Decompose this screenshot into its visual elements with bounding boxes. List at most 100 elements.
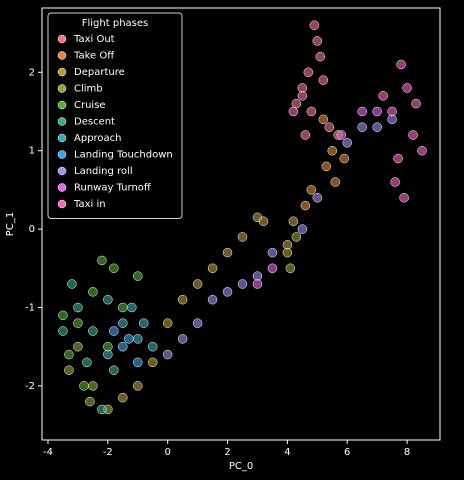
- point: [177, 294, 188, 305]
- point: [222, 287, 233, 297]
- point: [282, 247, 293, 258]
- legend-title: Flight phases: [82, 18, 148, 29]
- point: [330, 177, 341, 187]
- y-tick-label: -1: [25, 302, 35, 313]
- point: [396, 59, 406, 70]
- point: [306, 106, 317, 117]
- x-axis-label: PC_0: [229, 461, 253, 472]
- point: [73, 341, 83, 352]
- x-tick-label: -4: [43, 447, 53, 458]
- point: [324, 122, 335, 132]
- point: [207, 294, 218, 305]
- x-tick-label: -2: [103, 447, 113, 458]
- point: [67, 279, 77, 289]
- legend-marker: [57, 199, 67, 209]
- point: [252, 279, 263, 289]
- point: [285, 263, 296, 274]
- point: [85, 396, 95, 407]
- point: [192, 279, 203, 289]
- point: [417, 145, 427, 156]
- point: [288, 216, 299, 227]
- point: [297, 224, 308, 234]
- legend-marker: [57, 34, 67, 44]
- point: [97, 404, 107, 415]
- point: [321, 161, 332, 172]
- legend-marker: [57, 166, 67, 176]
- point: [318, 114, 329, 125]
- point: [162, 318, 173, 328]
- point: [387, 106, 397, 117]
- point: [73, 302, 83, 313]
- y-tick-label: 0: [29, 224, 35, 235]
- point: [82, 357, 92, 368]
- point: [133, 334, 143, 344]
- point: [390, 177, 400, 187]
- point: [288, 106, 299, 117]
- point: [147, 357, 158, 368]
- point: [372, 122, 382, 132]
- y-tick-label: 2: [29, 67, 35, 78]
- point: [237, 279, 248, 289]
- x-tick-label: 0: [164, 447, 170, 458]
- point: [133, 357, 143, 368]
- y-axis-label: PC_1: [5, 212, 16, 236]
- x-tick-label: 8: [404, 447, 410, 458]
- legend-marker: [57, 51, 67, 60]
- point: [192, 318, 203, 328]
- point: [103, 294, 113, 305]
- point: [88, 326, 98, 336]
- legend-label: Runway Turnoff: [74, 183, 152, 194]
- legend-label: Climb: [74, 84, 103, 95]
- point: [408, 130, 418, 140]
- point: [300, 130, 311, 140]
- point: [103, 349, 113, 360]
- point: [124, 334, 134, 344]
- point: [297, 91, 308, 101]
- legend-label: Taxi in: [73, 199, 106, 210]
- point: [339, 153, 349, 164]
- point: [207, 263, 218, 274]
- point: [118, 341, 128, 352]
- point: [88, 287, 98, 297]
- y-tick-label: -2: [25, 381, 35, 392]
- legend-label: Approach: [74, 133, 122, 144]
- legend-marker: [57, 100, 67, 110]
- legend-label: Descent: [74, 117, 115, 128]
- point: [303, 67, 314, 78]
- point: [318, 75, 329, 85]
- legend-label: Landing Touchdown: [74, 150, 173, 161]
- legend-marker: [57, 183, 67, 192]
- point: [138, 318, 149, 328]
- point: [73, 318, 83, 328]
- legend-frame: [47, 12, 183, 219]
- point: [393, 153, 403, 164]
- point: [357, 106, 367, 117]
- legend-label: Taxi Out: [73, 34, 115, 45]
- point: [402, 83, 412, 93]
- point: [372, 106, 382, 117]
- point: [309, 20, 320, 30]
- point: [267, 263, 278, 274]
- point: [291, 232, 302, 242]
- point: [58, 310, 68, 321]
- point: [315, 51, 326, 62]
- legend-label: Take Off: [73, 51, 115, 62]
- point: [378, 91, 388, 101]
- point: [133, 271, 143, 281]
- legend-marker: [57, 117, 67, 126]
- point: [411, 98, 421, 109]
- point: [306, 185, 317, 195]
- point: [79, 381, 89, 391]
- legend-marker: [57, 150, 67, 159]
- legend: Flight phases Taxi Out Take Off Departure Cl…: [47, 12, 183, 219]
- point: [64, 365, 74, 375]
- point: [118, 318, 128, 328]
- point: [58, 326, 68, 336]
- x-tick-label: 6: [344, 447, 350, 458]
- point: [97, 255, 107, 266]
- point: [133, 381, 143, 391]
- legend-label: Landing roll: [74, 166, 133, 177]
- point: [312, 36, 323, 46]
- legend-marker: [57, 67, 67, 77]
